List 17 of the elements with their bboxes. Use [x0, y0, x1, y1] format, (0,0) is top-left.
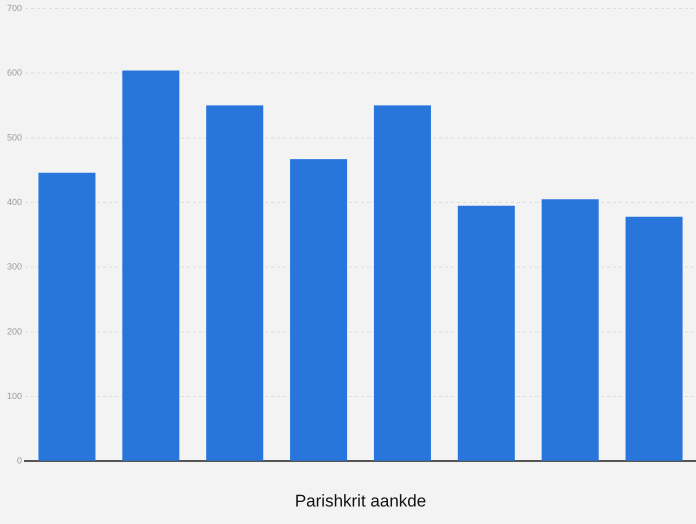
y-tick-label: 200 — [6, 326, 22, 336]
y-tick-label: 500 — [6, 132, 22, 142]
bar — [542, 199, 599, 461]
bar — [38, 172, 96, 461]
y-tick-label: 300 — [6, 262, 22, 272]
bar — [290, 159, 348, 461]
y-tick-label: 100 — [6, 391, 22, 401]
bar — [374, 105, 431, 461]
x-axis-title: Parishkrit aankde — [294, 491, 426, 510]
y-tick-label: 600 — [6, 68, 22, 78]
bar — [626, 216, 683, 461]
y-tick-label: 400 — [6, 196, 22, 207]
bar — [122, 70, 180, 461]
bar — [206, 105, 264, 461]
bar — [458, 206, 515, 461]
y-tick-label: 0 — [17, 456, 22, 466]
y-tick-label: 700 — [6, 2, 22, 13]
